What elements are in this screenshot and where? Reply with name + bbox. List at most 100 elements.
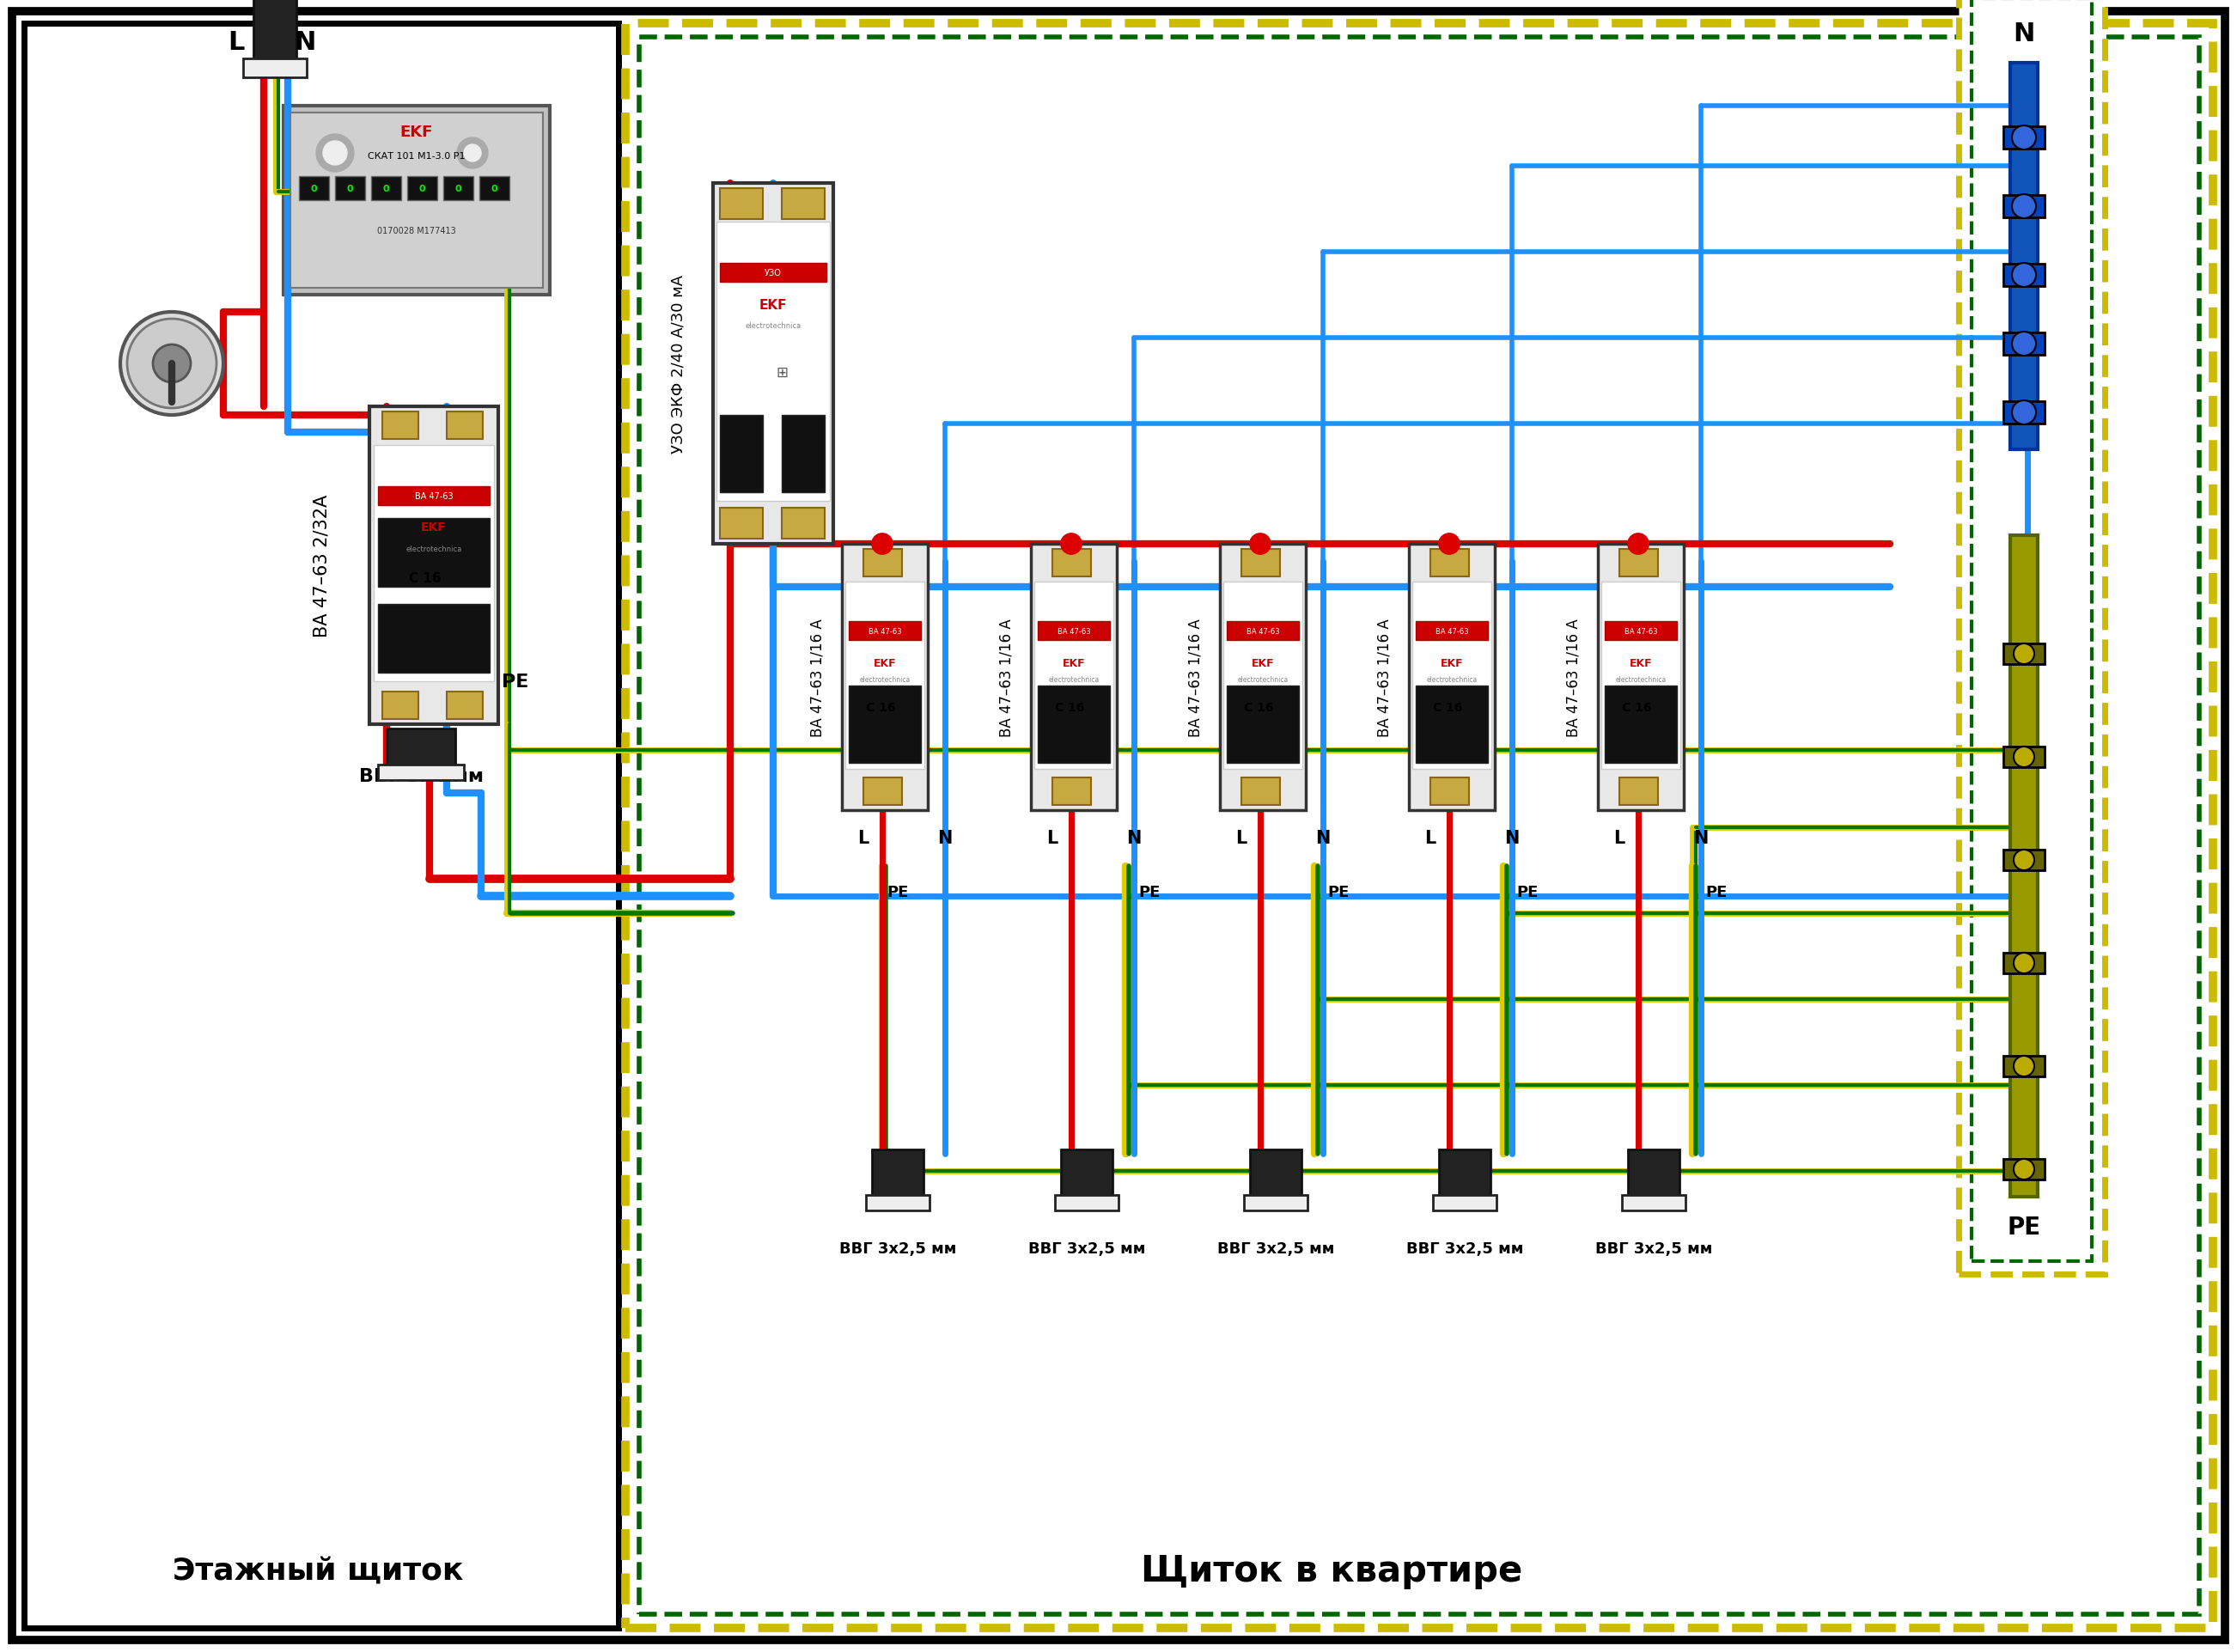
Circle shape (1060, 534, 1080, 555)
Text: L: L (1613, 829, 1624, 846)
Bar (336, 177, 365, 202)
Bar (1960, 0, 2105, 1274)
Text: ВА 47–63 1/16 А: ВА 47–63 1/16 А (1188, 618, 1204, 737)
Bar (1604, 621, 1678, 641)
Circle shape (2011, 126, 2036, 150)
Text: ⊞: ⊞ (776, 365, 787, 380)
Text: ВА 47–63 1/16 А: ВА 47–63 1/16 А (1000, 618, 1016, 737)
Circle shape (1060, 534, 1080, 555)
Bar (378, 605, 490, 672)
Bar (383, 411, 418, 439)
Bar (848, 621, 922, 641)
Bar (1416, 621, 1488, 641)
Bar (841, 545, 928, 811)
Bar (1031, 545, 1116, 811)
Bar (407, 177, 436, 202)
Circle shape (315, 135, 353, 172)
Bar (383, 692, 418, 720)
Text: L: L (228, 30, 244, 55)
Text: УЗО ЭКФ 2/40 А/30 мА: УЗО ЭКФ 2/40 А/30 мА (671, 274, 687, 453)
Bar (2004, 1160, 2045, 1180)
Circle shape (2013, 1160, 2033, 1180)
Text: N: N (293, 30, 315, 55)
Text: ВВГ 3х2,5 мм: ВВГ 3х2,5 мм (1029, 1241, 1145, 1256)
Circle shape (2011, 401, 2036, 425)
Bar (1622, 1194, 1684, 1211)
Circle shape (1438, 534, 1459, 555)
Text: L: L (857, 829, 868, 846)
Text: ВА 47-63: ВА 47-63 (868, 628, 902, 634)
Bar (720, 416, 763, 492)
Text: electrotechnica: electrotechnica (1049, 676, 1098, 682)
Bar (1226, 621, 1300, 641)
Text: EKF: EKF (1629, 657, 1653, 669)
Bar (2004, 127, 2045, 149)
Text: L: L (1235, 829, 1246, 846)
Circle shape (2013, 747, 2033, 768)
Text: C 16: C 16 (1054, 702, 1085, 714)
Bar (1250, 1150, 1302, 1206)
Bar (2004, 264, 2045, 287)
Bar (1244, 1194, 1306, 1211)
Text: C 16: C 16 (409, 572, 441, 585)
Bar (626, 25, 2212, 1627)
Bar (2004, 644, 2045, 664)
Bar (1409, 545, 1494, 811)
Bar (253, 0, 295, 73)
Circle shape (1250, 534, 1271, 555)
Bar (781, 416, 825, 492)
Bar (1033, 582, 1114, 770)
Bar (1242, 550, 1280, 577)
Bar (640, 38, 2199, 1614)
Bar (1629, 1150, 1680, 1206)
Bar (369, 406, 499, 725)
Text: ВА 47-63: ВА 47-63 (414, 492, 454, 501)
Circle shape (872, 534, 893, 555)
Bar (1620, 778, 1658, 806)
Text: PE: PE (501, 672, 528, 691)
Text: C 16: C 16 (866, 702, 895, 714)
Bar (1597, 545, 1684, 811)
Bar (781, 188, 825, 220)
Circle shape (872, 534, 893, 555)
Circle shape (2011, 195, 2036, 220)
Text: PE: PE (1139, 884, 1161, 900)
Bar (866, 1194, 931, 1211)
Circle shape (2013, 953, 2033, 973)
Bar (374, 446, 494, 682)
Bar (1412, 582, 1492, 770)
Bar (1604, 686, 1678, 763)
Bar (1242, 778, 1280, 806)
Bar (1429, 550, 1470, 577)
Bar (378, 487, 490, 506)
Text: EKF: EKF (1250, 657, 1275, 669)
Bar (720, 509, 763, 539)
Text: PE: PE (2007, 1214, 2040, 1239)
Bar (781, 509, 825, 539)
Text: EKF: EKF (1441, 657, 1463, 669)
Text: 0: 0 (311, 185, 318, 193)
Circle shape (1629, 534, 1649, 555)
Bar (1434, 1194, 1497, 1211)
Bar (846, 582, 924, 770)
Bar (1226, 686, 1300, 763)
Bar (1438, 1150, 1490, 1206)
Text: ВА 47–63 1/16 А: ВА 47–63 1/16 А (810, 618, 825, 737)
Bar (447, 411, 483, 439)
Text: ВА 47-63: ВА 47-63 (1436, 628, 1467, 634)
Text: ВА 47–63 1/16 А: ВА 47–63 1/16 А (1566, 618, 1582, 737)
Text: PE: PE (1327, 884, 1349, 900)
Text: ВВГ 3х2,5 мм: ВВГ 3х2,5 мм (1217, 1241, 1333, 1256)
Bar (284, 106, 550, 296)
Circle shape (2011, 264, 2036, 287)
Bar (1038, 621, 1110, 641)
Circle shape (2013, 644, 2033, 664)
Bar (1219, 545, 1306, 811)
Text: ВВГ 3х4 мм: ВВГ 3х4 мм (358, 768, 483, 785)
Bar (1602, 582, 1680, 770)
Bar (244, 59, 306, 78)
Text: N: N (1506, 829, 1519, 846)
Text: EKF: EKF (1063, 657, 1085, 669)
Circle shape (121, 312, 224, 416)
Text: L: L (1047, 829, 1058, 846)
